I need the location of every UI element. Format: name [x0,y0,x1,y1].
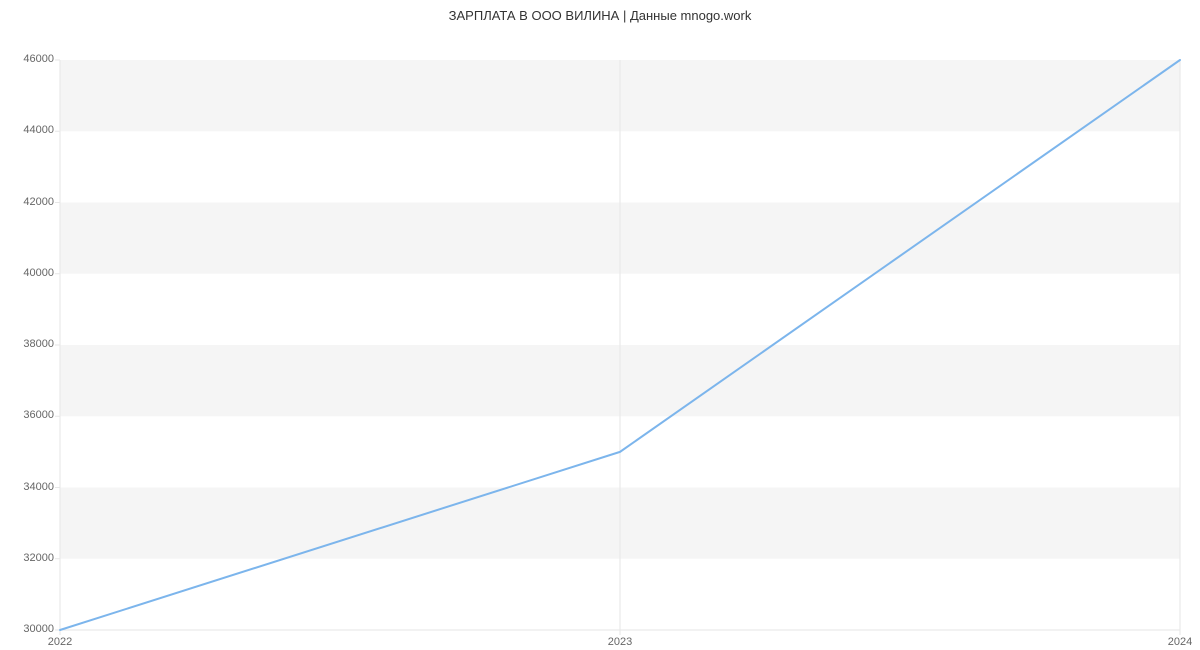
x-tick-label: 2022 [48,636,72,648]
y-tick-label: 44000 [6,124,54,136]
y-tick-label: 34000 [6,481,54,493]
y-tick-label: 36000 [6,409,54,421]
x-tick-label: 2023 [608,636,632,648]
chart-title: ЗАРПЛАТА В ООО ВИЛИНА | Данные mnogo.wor… [0,0,1200,30]
y-tick-label: 30000 [6,623,54,635]
y-tick-label: 46000 [6,53,54,65]
y-tick-label: 42000 [6,196,54,208]
chart-svg [0,30,1200,650]
y-tick-label: 38000 [6,338,54,350]
x-tick-label: 2024 [1168,636,1192,648]
y-tick-label: 40000 [6,267,54,279]
y-tick-label: 32000 [6,552,54,564]
chart-area: 30000 32000 34000 36000 38000 40000 42000 44000… [0,30,1200,650]
